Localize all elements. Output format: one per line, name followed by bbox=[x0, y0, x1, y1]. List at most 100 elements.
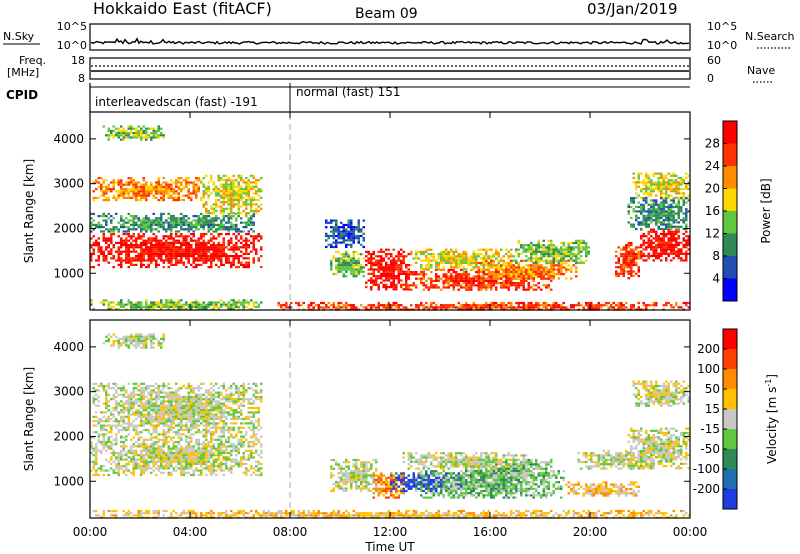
heatmap-cell bbox=[492, 255, 495, 258]
heatmap-cell bbox=[145, 266, 148, 269]
heatmap-cell bbox=[162, 303, 165, 306]
heatmap-cell bbox=[192, 471, 195, 474]
heatmap-cell bbox=[120, 134, 123, 137]
heatmap-cell bbox=[157, 438, 160, 441]
heatmap-cell bbox=[177, 252, 180, 255]
heatmap-cell bbox=[660, 172, 663, 175]
heatmap-cell bbox=[372, 281, 375, 284]
heatmap-cell bbox=[107, 196, 110, 199]
freq-tick-bottom: 8 bbox=[78, 72, 85, 85]
beam-title: Beam 09 bbox=[355, 6, 418, 22]
heatmap-cell bbox=[682, 196, 685, 199]
heatmap-cell bbox=[492, 306, 495, 309]
heatmap-cell bbox=[180, 454, 183, 457]
heatmap-cell bbox=[192, 190, 195, 193]
heatmap-cell bbox=[340, 230, 343, 233]
heatmap-cell bbox=[652, 259, 655, 262]
heatmap-cell bbox=[420, 282, 423, 285]
heatmap-cell bbox=[147, 237, 150, 240]
heatmap-cell bbox=[180, 199, 183, 202]
heatmap-cell bbox=[550, 304, 553, 307]
heatmap-cell bbox=[120, 456, 123, 459]
heatmap-cell bbox=[187, 217, 190, 220]
heatmap-cell bbox=[230, 185, 233, 188]
heatmap-cell bbox=[252, 215, 255, 218]
heatmap-cell bbox=[112, 136, 115, 139]
heatmap-cell bbox=[487, 271, 490, 274]
heatmap-cell bbox=[590, 306, 593, 309]
heatmap-cell bbox=[640, 246, 643, 249]
heatmap-cell bbox=[245, 246, 248, 249]
heatmap-cell bbox=[182, 458, 185, 461]
heatmap-cell bbox=[442, 282, 445, 285]
heatmap-cell bbox=[145, 252, 148, 255]
heatmap-cell bbox=[215, 301, 218, 304]
heatmap-cell bbox=[177, 308, 180, 311]
heatmap-cell bbox=[640, 243, 643, 247]
heatmap-cell bbox=[105, 134, 108, 137]
heatmap-cell bbox=[177, 181, 180, 184]
heatmap-cell bbox=[222, 223, 225, 226]
heatmap-cell bbox=[437, 306, 440, 309]
heatmap-cell bbox=[152, 244, 155, 247]
heatmap-cell bbox=[120, 194, 123, 197]
heatmap-cell bbox=[662, 235, 665, 238]
heatmap-cell bbox=[505, 253, 508, 256]
heatmap-cell bbox=[155, 241, 158, 244]
heatmap-cell bbox=[202, 250, 205, 253]
heatmap-cell bbox=[632, 199, 635, 202]
heatmap-cell bbox=[380, 264, 383, 267]
heatmap-cell bbox=[650, 216, 653, 220]
heatmap-cell bbox=[95, 241, 98, 244]
heatmap-cell bbox=[165, 241, 168, 244]
heatmap-cell bbox=[655, 185, 658, 188]
heatmap-cell bbox=[467, 288, 470, 291]
heatmap-cell bbox=[562, 257, 565, 260]
heatmap-cell bbox=[687, 243, 690, 247]
heatmap-cell bbox=[530, 246, 533, 249]
heatmap-cell bbox=[500, 286, 503, 289]
heatmap-cell bbox=[225, 233, 228, 236]
heatmap-cell bbox=[125, 221, 128, 224]
colorbar-tick-label: 8 bbox=[712, 249, 720, 263]
heatmap-cell bbox=[160, 219, 163, 222]
heatmap-cell bbox=[435, 306, 438, 309]
heatmap-cell bbox=[237, 174, 240, 177]
heatmap-cell bbox=[677, 201, 680, 204]
heatmap-cell bbox=[185, 228, 188, 231]
heatmap-cell bbox=[242, 301, 245, 304]
cpid-segment-1: interleavedscan (fast) -191 bbox=[95, 95, 258, 109]
heatmap-cell bbox=[647, 212, 650, 215]
heatmap-cell bbox=[165, 301, 168, 304]
heatmap-cell bbox=[250, 205, 253, 208]
heatmap-cell bbox=[667, 216, 670, 220]
heatmap-cell bbox=[655, 216, 658, 220]
heatmap-cell bbox=[462, 255, 465, 258]
heatmap-cell bbox=[160, 215, 163, 218]
heatmap-cell bbox=[575, 266, 578, 269]
heatmap-cell bbox=[520, 268, 523, 271]
heatmap-cell bbox=[480, 279, 483, 282]
heatmap-cell bbox=[557, 268, 560, 271]
nsky-label: N.Sky bbox=[3, 30, 35, 43]
heatmap-cell bbox=[342, 257, 345, 260]
heatmap-cell bbox=[247, 183, 250, 186]
heatmap-cell bbox=[542, 250, 545, 253]
heatmap-cell bbox=[110, 445, 113, 448]
heatmap-cell bbox=[122, 443, 125, 446]
heatmap-cell bbox=[175, 449, 178, 452]
heatmap-cell bbox=[632, 263, 635, 267]
heatmap-cell bbox=[672, 250, 675, 253]
heatmap-cell bbox=[182, 223, 185, 226]
heatmap-cell bbox=[537, 286, 540, 289]
heatmap-cell bbox=[217, 235, 220, 238]
heatmap-cell bbox=[175, 263, 178, 266]
heatmap-cell bbox=[672, 235, 675, 238]
heatmap-cell bbox=[177, 194, 180, 197]
heatmap-cell bbox=[527, 275, 530, 278]
heatmap-cell bbox=[190, 303, 193, 306]
heatmap-cell bbox=[680, 187, 683, 191]
heatmap-cell bbox=[155, 250, 158, 253]
heatmap-cell bbox=[445, 259, 448, 262]
heatmap-cell bbox=[202, 235, 205, 238]
